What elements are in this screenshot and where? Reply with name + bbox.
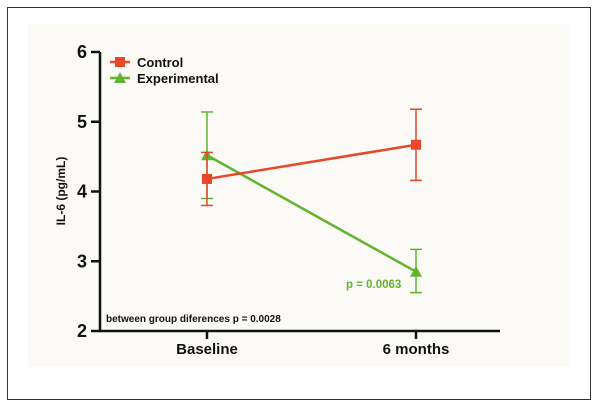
legend-marker: [114, 72, 126, 83]
x-tick-label: Baseline: [176, 341, 238, 358]
series-layer: [201, 108, 422, 294]
data-point: [202, 173, 212, 184]
series-line: [206, 143, 417, 181]
y-tick-label: 5: [77, 112, 87, 132]
y-axis-title: IL-6 (pg/mL): [54, 157, 68, 226]
y-tick-label: 3: [77, 251, 87, 271]
x-tick-label: 6 months: [383, 341, 450, 358]
y-tick-label: 6: [77, 42, 87, 62]
y-tick-label: 2: [77, 321, 87, 341]
legend-marker: [115, 57, 125, 67]
axes: 2 3 4 5 6 Baseline 6 months: [77, 42, 500, 358]
series-line: [206, 154, 417, 273]
experimental-p-value: p = 0.0063: [346, 279, 401, 291]
legend-label: Experimental: [137, 71, 219, 86]
data-point: [410, 265, 422, 277]
y-tick-label: 4: [77, 182, 87, 202]
legend-label: Control: [137, 55, 183, 70]
between-group-annotation: between group diferences p = 0.0028: [106, 314, 281, 325]
data-point: [411, 139, 421, 150]
series-control: [201, 108, 422, 207]
series-experimental: [201, 111, 422, 294]
